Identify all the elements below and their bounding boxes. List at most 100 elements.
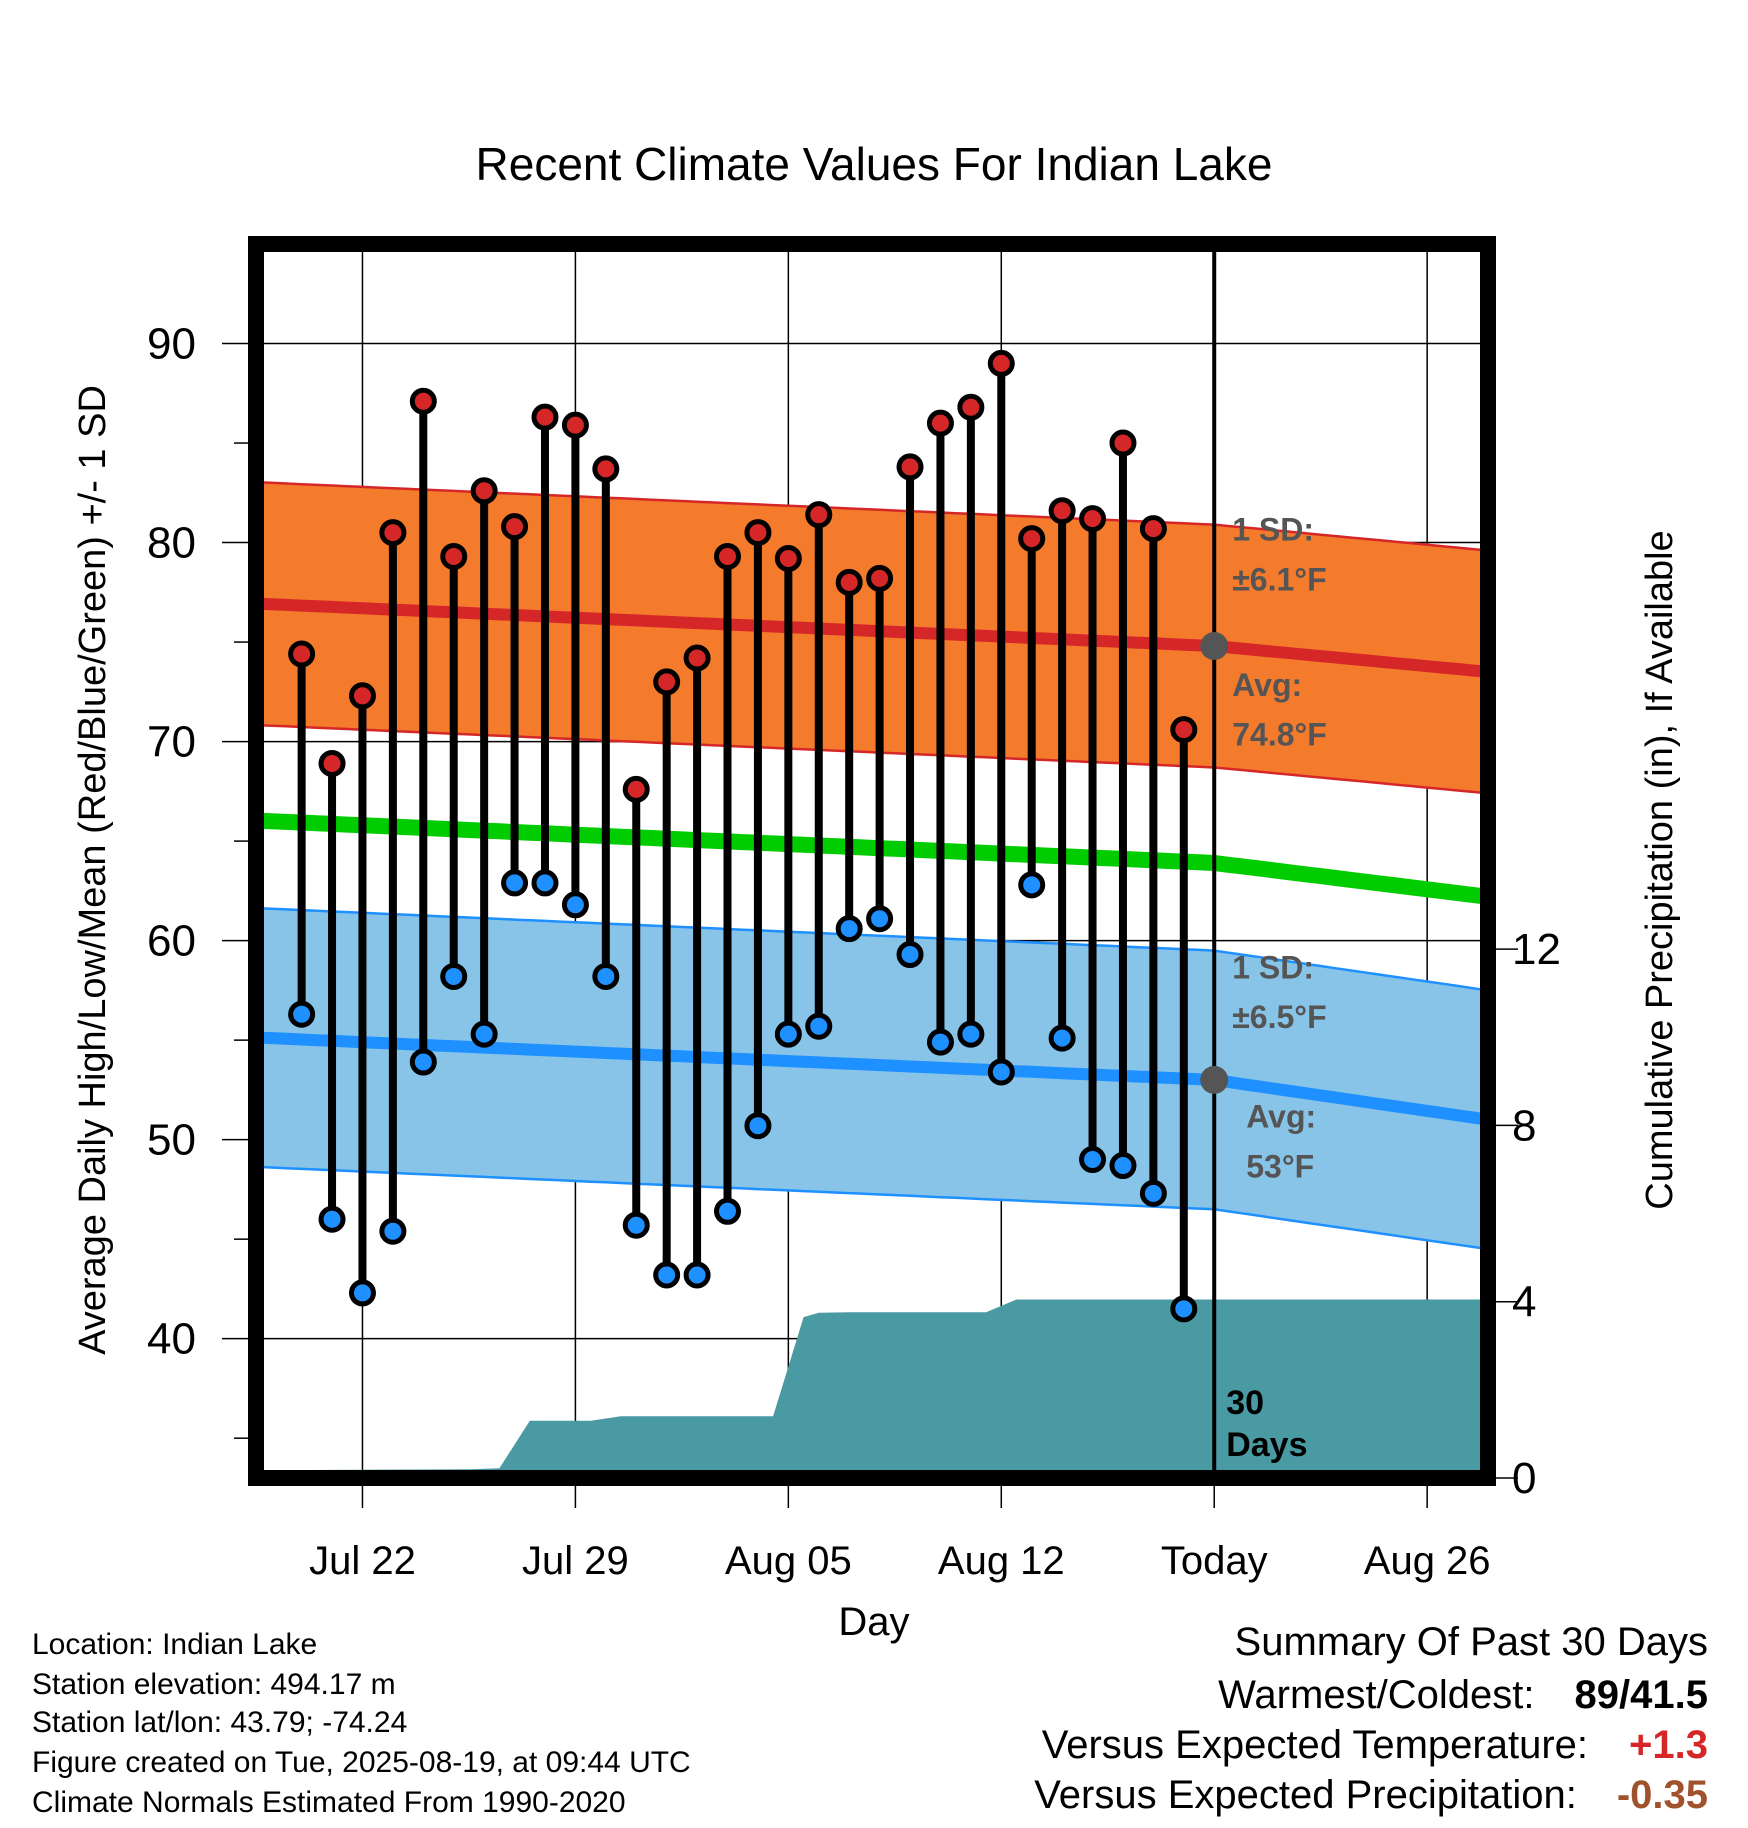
daily-high-point xyxy=(957,393,985,421)
daily-low-point xyxy=(714,1197,742,1225)
daily-high-point xyxy=(318,749,346,777)
today-label-line1: 30 xyxy=(1226,1384,1264,1422)
plot-interior: 1 SD: ±6.1°F Avg: 74.8°F 1 SD: ±6.5°F Avg: 53°F… xyxy=(256,244,1488,1478)
daily-low-point xyxy=(318,1205,346,1233)
today-label-line2: Days xyxy=(1226,1426,1307,1464)
daily-high-point xyxy=(805,501,833,529)
daily-high-point xyxy=(470,477,498,505)
summary-warmest-value: 89/41.5 xyxy=(1574,1673,1708,1717)
daily-high-point xyxy=(835,568,863,596)
station-location: Location: Indian Lake xyxy=(32,1628,318,1661)
daily-high-point xyxy=(926,409,954,437)
y2-tick-label: 8 xyxy=(1512,1101,1536,1150)
daily-low-point xyxy=(1109,1152,1137,1180)
daily-high-point xyxy=(1048,497,1076,525)
summary-temp-row: Versus Expected Temperature: +1.3 xyxy=(1042,1723,1708,1768)
daily-high-point xyxy=(348,682,376,710)
high-sd-band xyxy=(256,482,1488,794)
summary-precip-value: -0.35 xyxy=(1616,1773,1708,1817)
y2-tick-label: 12 xyxy=(1512,925,1561,974)
y2-tick-label: 0 xyxy=(1512,1454,1536,1503)
summary-temp-value: +1.3 xyxy=(1629,1723,1708,1767)
daily-low-point xyxy=(835,915,863,943)
y-tick-label: 80 xyxy=(147,519,196,568)
daily-high-point xyxy=(379,519,407,547)
daily-low-point xyxy=(561,891,589,919)
high-band-upper-edge xyxy=(256,480,1488,552)
summary-warmest-label: Warmest/Coldest: xyxy=(1218,1673,1535,1717)
low-sd-title: 1 SD: xyxy=(1232,949,1314,985)
y2-tick-label: 4 xyxy=(1512,1278,1536,1327)
daily-low-point xyxy=(926,1028,954,1056)
x-tick-label: Jul 22 xyxy=(309,1539,416,1583)
daily-high-point xyxy=(288,640,316,668)
summary-warmest-row: Warmest/Coldest: 89/41.5 xyxy=(1218,1673,1708,1718)
high-band-lower-edge xyxy=(256,723,1488,795)
daily-high-point xyxy=(1170,716,1198,744)
y-tick-label: 40 xyxy=(147,1315,196,1364)
daily-high-point xyxy=(774,544,802,572)
daily-low-point xyxy=(653,1261,681,1289)
x-axis-label: Day xyxy=(838,1600,909,1644)
y2-axis-label: Cumulative Precipitation (in), If Availa… xyxy=(1639,530,1681,1209)
daily-low-point xyxy=(470,1020,498,1048)
cumulative-precip-area xyxy=(271,1299,1488,1478)
summary-precip-row: Versus Expected Precipitation: -0.35 xyxy=(1034,1773,1708,1818)
today-normal-high-marker xyxy=(1200,632,1229,661)
climate-normals-note: Climate Normals Estimated From 1990-2020 xyxy=(32,1786,626,1819)
x-tick-label: Jul 29 xyxy=(522,1539,629,1583)
daily-low-point xyxy=(866,905,894,933)
daily-low-point xyxy=(683,1261,711,1289)
daily-low-point xyxy=(957,1020,985,1048)
figure-created: Figure created on Tue, 2025-08-19, at 09… xyxy=(32,1746,691,1779)
low-avg-title: Avg: xyxy=(1246,1099,1316,1135)
today-normal-low-marker xyxy=(1200,1065,1229,1094)
daily-low-point xyxy=(288,1000,316,1028)
daily-high-point xyxy=(409,387,437,415)
daily-high-point xyxy=(866,564,894,592)
plot-area: 1 SD: ±6.1°F Avg: 74.8°F 1 SD: ±6.5°F Avg: 53°F… xyxy=(147,236,1561,1583)
daily-high-point xyxy=(1018,525,1046,553)
y-tick-label: 50 xyxy=(147,1116,196,1165)
high-avg-title: Avg: xyxy=(1232,667,1302,703)
daily-high-point xyxy=(531,403,559,431)
daily-low-point xyxy=(987,1058,1015,1086)
daily-low-point xyxy=(1139,1179,1167,1207)
daily-low-point xyxy=(622,1211,650,1239)
daily-low-point xyxy=(501,869,529,897)
high-avg-value: 74.8°F xyxy=(1232,717,1327,753)
low-avg-value: 53°F xyxy=(1246,1148,1314,1184)
low-band-lower-edge xyxy=(256,1165,1488,1251)
daily-high-point xyxy=(1139,515,1167,543)
daily-low-point xyxy=(805,1012,833,1040)
summary-title: Summary Of Past 30 Days xyxy=(1234,1620,1708,1664)
daily-high-point xyxy=(714,542,742,570)
y-tick-label: 90 xyxy=(147,320,196,369)
daily-high-point xyxy=(440,542,468,570)
daily-low-point xyxy=(348,1279,376,1307)
daily-high-point xyxy=(501,513,529,541)
daily-low-point xyxy=(1079,1146,1107,1174)
normal-high-line xyxy=(256,597,1488,678)
x-tick-label: Today xyxy=(1161,1539,1268,1583)
daily-high-point xyxy=(622,775,650,803)
daily-high-point xyxy=(987,349,1015,377)
normal-mean-line xyxy=(256,812,1488,905)
daily-high-point xyxy=(896,453,924,481)
daily-high-point xyxy=(561,411,589,439)
daily-low-point xyxy=(440,962,468,990)
chart-title: Recent Climate Values For Indian Lake xyxy=(476,138,1273,190)
daily-high-point xyxy=(1079,505,1107,533)
plot-frame xyxy=(248,236,1496,1486)
daily-low-point xyxy=(1048,1024,1076,1052)
daily-low-point xyxy=(592,962,620,990)
daily-low-point xyxy=(379,1217,407,1245)
daily-low-point xyxy=(896,941,924,969)
x-tick-label: Aug 12 xyxy=(938,1539,1065,1583)
y-tick-label: 60 xyxy=(147,917,196,966)
high-sd-value: ±6.1°F xyxy=(1232,561,1326,597)
x-tick-label: Aug 05 xyxy=(725,1539,852,1583)
low-sd-value: ±6.5°F xyxy=(1232,999,1326,1035)
daily-low-point xyxy=(1018,871,1046,899)
